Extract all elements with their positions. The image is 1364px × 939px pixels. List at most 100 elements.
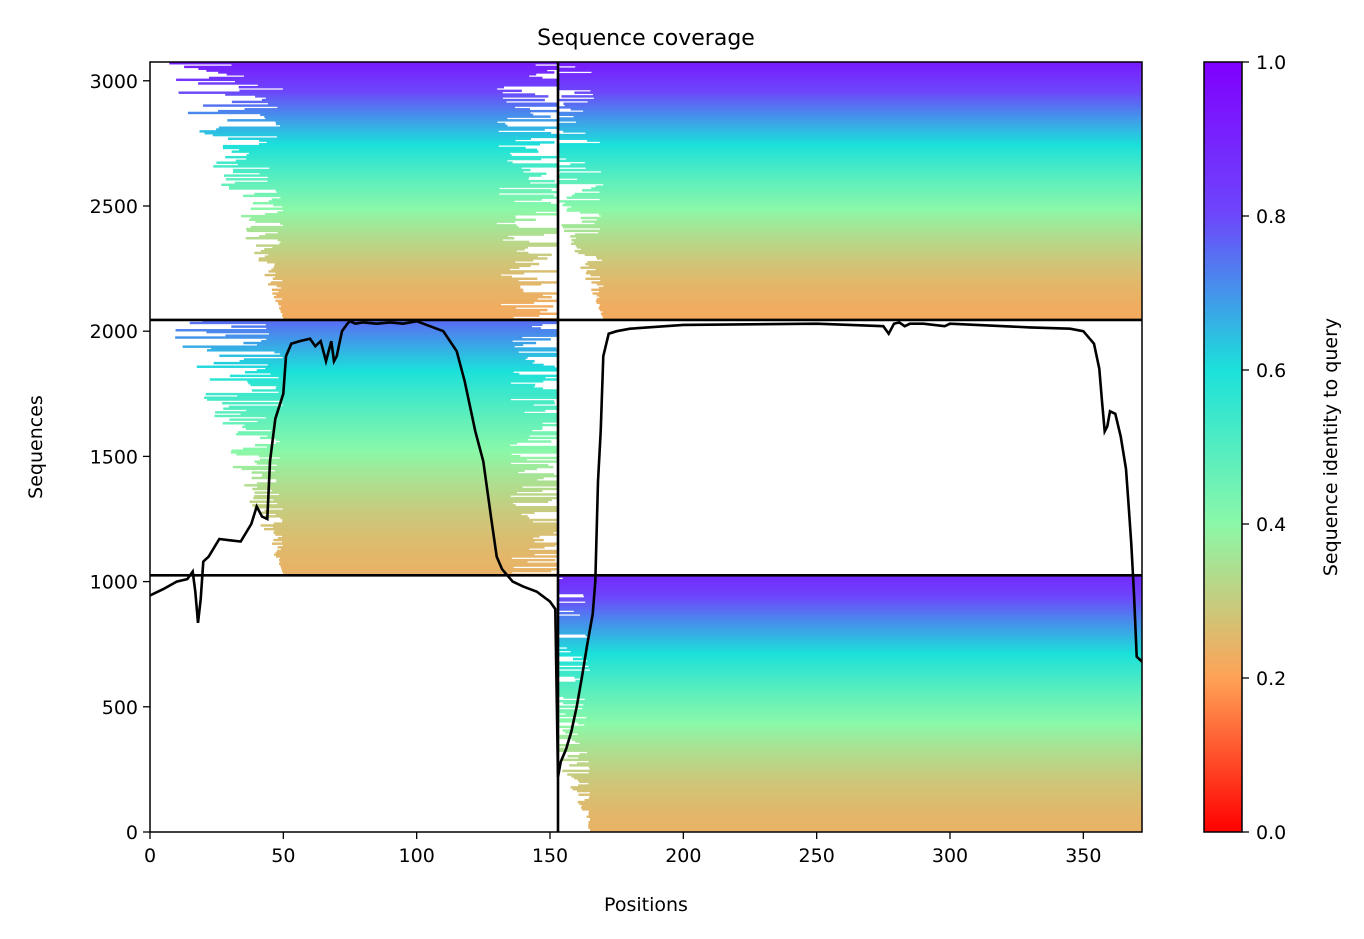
heatmap-row xyxy=(275,299,558,303)
heatmap-row xyxy=(271,198,542,201)
heatmap-row xyxy=(264,273,502,277)
heatmap-row xyxy=(574,249,1142,253)
heatmap-row xyxy=(576,789,1142,793)
x-tick-label: 200 xyxy=(665,845,701,867)
heatmap-row xyxy=(276,122,506,126)
heatmap-row xyxy=(587,139,1142,142)
heatmap-row xyxy=(574,676,1142,679)
heatmap-row xyxy=(558,76,1142,80)
heatmap-row xyxy=(244,371,514,374)
heatmap-row xyxy=(260,436,558,440)
heatmap-row xyxy=(244,108,530,111)
heatmap-row xyxy=(563,130,1142,133)
heatmap-row xyxy=(598,286,1142,290)
heatmap-row xyxy=(261,511,535,514)
heatmap-row xyxy=(566,745,1142,749)
heatmap-row xyxy=(274,350,519,354)
coverage-line xyxy=(150,319,1142,778)
heatmap-row xyxy=(278,562,558,565)
heatmap-row xyxy=(580,613,1142,617)
heatmap-row xyxy=(558,143,1142,146)
heatmap-row xyxy=(248,381,511,385)
heatmap-row xyxy=(283,316,514,319)
heatmap-row xyxy=(573,240,1142,244)
heatmap-row xyxy=(251,389,558,392)
heatmap-row xyxy=(589,767,1142,771)
heatmap-row xyxy=(280,516,530,520)
y-tick-label: 2500 xyxy=(90,196,138,218)
heatmap-row xyxy=(259,172,547,175)
heatmap-row xyxy=(238,85,504,89)
heatmap-row xyxy=(283,209,558,212)
heatmap-row xyxy=(587,659,1142,663)
heatmap-row xyxy=(558,674,1142,677)
heatmap-row xyxy=(558,591,1142,595)
heatmap-row xyxy=(242,425,543,429)
heatmap-row xyxy=(596,257,1142,260)
heatmap-row xyxy=(558,645,1142,648)
heatmap-row xyxy=(275,120,498,124)
heatmap xyxy=(169,62,1142,832)
heatmap-row xyxy=(278,301,535,304)
heatmap-row xyxy=(578,784,1142,787)
heatmap-row xyxy=(558,85,1142,89)
heatmap-row xyxy=(585,601,1142,604)
heatmap-row xyxy=(577,778,1142,782)
x-tick-label: 100 xyxy=(399,845,435,867)
heatmap-row xyxy=(270,281,558,284)
heatmap-row xyxy=(268,102,558,105)
heatmap-row xyxy=(564,229,1142,233)
heatmap-row xyxy=(574,777,1142,780)
colorbar-tick-label: 0.6 xyxy=(1256,360,1286,382)
heatmap-row xyxy=(246,227,558,231)
heatmap-row xyxy=(276,385,535,389)
heatmap-row xyxy=(203,104,559,107)
heatmap-row xyxy=(558,124,1142,128)
heatmap-row xyxy=(584,698,1142,701)
heatmap-row xyxy=(282,356,528,359)
heatmap-row xyxy=(580,211,1142,214)
heatmap-row xyxy=(580,248,1142,251)
heatmap-row xyxy=(558,135,1142,139)
heatmap-row xyxy=(204,396,558,399)
heatmap-row xyxy=(264,527,558,531)
heatmap-row xyxy=(558,599,1142,602)
heatmap-row xyxy=(252,487,558,491)
heatmap-row xyxy=(246,409,546,412)
heatmap-row xyxy=(585,132,1142,135)
heatmap-row xyxy=(280,566,514,569)
heatmap-row xyxy=(558,586,1142,589)
y-tick-label: 1500 xyxy=(90,446,138,468)
heatmap-row xyxy=(281,286,521,290)
heatmap-row xyxy=(580,266,1142,269)
heatmap-row xyxy=(282,403,534,407)
heatmap-row xyxy=(563,696,1142,699)
heatmap-row xyxy=(184,65,558,69)
colorbar-tick-label: 0.2 xyxy=(1256,668,1286,690)
heatmap-row xyxy=(239,89,522,93)
heatmap-row xyxy=(276,135,558,139)
heatmap-row xyxy=(570,786,1142,789)
heatmap-row xyxy=(267,363,544,367)
heatmap-row xyxy=(558,137,1142,140)
heatmap-row xyxy=(572,194,1142,198)
y-tick-label: 0 xyxy=(126,822,138,844)
heatmap-row xyxy=(268,270,558,273)
heatmap-row xyxy=(264,255,538,258)
colorbar-tick-label: 0.0 xyxy=(1256,822,1286,844)
heatmap-row xyxy=(175,336,523,339)
heatmap-row xyxy=(243,74,530,78)
heatmap-row xyxy=(267,176,530,179)
heatmap-row xyxy=(599,190,1142,194)
heatmap-row xyxy=(256,482,558,485)
heatmap-row xyxy=(558,615,1142,619)
heatmap-row xyxy=(590,89,1142,93)
heatmap-row xyxy=(275,272,525,275)
heatmap-row xyxy=(237,394,559,398)
heatmap-row xyxy=(588,826,1142,829)
heatmap-row xyxy=(558,78,1142,82)
heatmap-row xyxy=(558,711,1142,714)
heatmap-row xyxy=(567,755,1142,758)
colorbar-tick-label: 1.0 xyxy=(1256,52,1286,74)
